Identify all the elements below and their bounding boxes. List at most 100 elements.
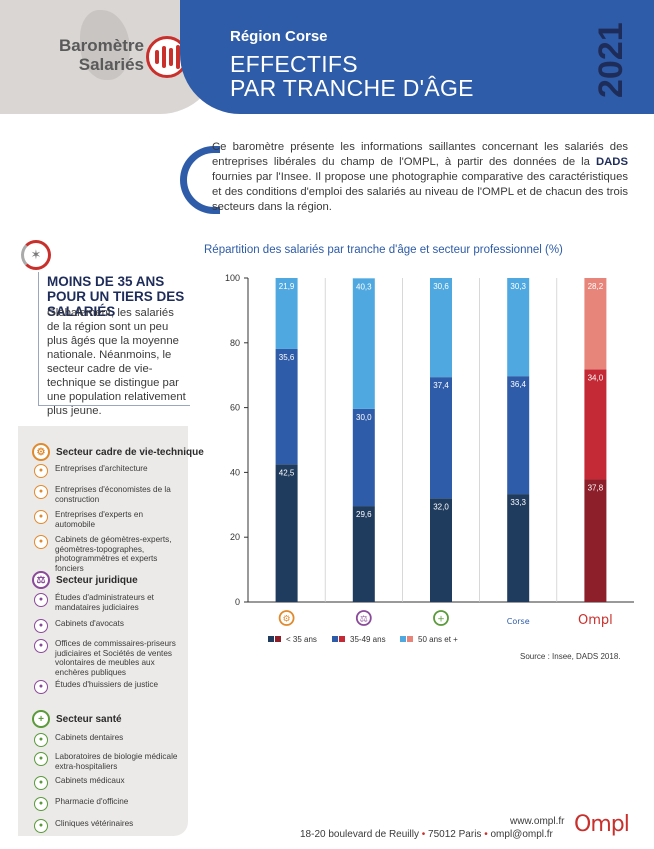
category-sector-icon	[433, 610, 449, 626]
corsica-map-silhouette	[80, 10, 130, 80]
profession-label: Études d'huissiers de justice	[55, 680, 159, 689]
bar-value-label: 35,6	[279, 353, 295, 362]
y-tick-label: 100	[225, 273, 240, 283]
profession-label: Études d'administrateurs et mandataires …	[55, 593, 154, 612]
bar-value-label: 42,5	[279, 468, 295, 477]
sector-icon: ⚙	[32, 443, 50, 461]
bar-segment	[430, 498, 452, 602]
title-line1: EFFECTIFS	[230, 51, 358, 77]
intro-paragraph: Ce baromètre présente les informations s…	[212, 140, 628, 215]
sector-item: ● Entreprises d'économistes de la constru…	[34, 485, 184, 504]
bar-value-label: 37,8	[588, 484, 604, 493]
profession-icon: ●	[34, 733, 48, 747]
profession-icon: ●	[34, 485, 48, 499]
profession-icon: ●	[34, 752, 48, 766]
year-label: 2021	[592, 22, 630, 98]
sector-item: ● Cabinets d'avocats	[34, 619, 184, 633]
profession-label: Cabinets dentaires	[55, 733, 124, 742]
profession-icon: ●	[34, 776, 48, 790]
logo-line1: Baromètre	[58, 36, 144, 55]
profession-label: Pharmacie d'officine	[55, 797, 129, 806]
profession-label: Offices de commissaires-priseurs judicia…	[55, 639, 176, 677]
barometre-logo-text: Baromètre Salariés	[52, 36, 144, 74]
sector-item: ● Études d'administrateurs et mandataires…	[34, 593, 184, 612]
sector-icon: +	[32, 710, 50, 728]
footer-email: ompl@ompl.fr	[490, 829, 553, 840]
profession-icon: ●	[34, 819, 48, 833]
footer-website: www.ompl.fr	[510, 816, 565, 827]
category-sector-icon	[278, 610, 295, 626]
sector-heading: + Secteur santé	[32, 710, 122, 728]
bar-segment	[507, 278, 530, 377]
sector-item: ● Cabinets médicaux	[34, 776, 184, 790]
footer-city: 75012 Paris	[428, 829, 482, 840]
footer-address: 18-20 boulevard de Reuilly • 75012 Paris…	[300, 829, 553, 840]
chart-svg: 0 20 40 60 80 100 42,5 35,6 21,9 ⚙ 29,6 30,0 40,3 ⚖ 32…	[225, 273, 634, 644]
y-tick-label: 60	[230, 403, 240, 413]
sector-label: Secteur juridique	[56, 574, 138, 586]
highlight-title: MOINS DE 35 ANS POUR UN TIERS DES SALARI…	[47, 274, 185, 319]
profession-icon: ●	[34, 593, 48, 607]
bar-value-label: 29,6	[356, 510, 372, 519]
bar-segment	[584, 479, 607, 602]
y-tick-label: 40	[230, 467, 240, 477]
bar-value-label: 30,3	[510, 282, 526, 291]
region-name: Région Corse	[230, 28, 328, 45]
bar-segment	[352, 278, 375, 409]
profession-label: Cabinets d'avocats	[55, 619, 124, 628]
bar-segment	[275, 464, 298, 602]
category-sector-glyph: +	[437, 615, 445, 625]
sector-heading: ⚙ Secteur cadre de vie-technique	[32, 443, 204, 461]
title-line2: PAR TRANCHE D'ÂGE	[230, 75, 474, 101]
bar-value-label: 30,6	[433, 282, 449, 291]
sector-item: ● Entreprises d'architecture	[34, 464, 184, 478]
legend-swatch	[332, 636, 338, 642]
bar-value-label: 28,2	[588, 282, 604, 291]
bar-value-label: 33,3	[510, 498, 526, 507]
bar-value-label: 30,0	[356, 413, 372, 422]
legend-label: 35-49 ans	[350, 635, 386, 644]
bar-segment	[275, 348, 298, 465]
legend-swatch-ompl	[275, 636, 281, 642]
profession-label: Cliniques vétérinaires	[55, 819, 134, 828]
x-category-label: Corse	[507, 617, 530, 626]
bar-value-label: 37,4	[433, 381, 449, 390]
profession-label: Entreprises d'experts en automobile	[55, 510, 144, 529]
ompl-logo: Ompl	[574, 812, 630, 837]
sector-icon: ⚖	[32, 571, 50, 589]
bar-segment	[275, 278, 298, 349]
profession-label: Entreprises d'architecture	[55, 464, 148, 473]
bar-value-label: 40,3	[356, 282, 372, 291]
bar-value-label: 34,0	[588, 373, 604, 382]
category-sector-glyph: ⚙	[283, 615, 291, 625]
bar-segment	[584, 369, 607, 480]
title-banner	[180, 0, 654, 114]
sector-item: ● Cabinets dentaires	[34, 733, 184, 747]
intro-text-2: fournies par l'Insee. Il propose une pho…	[212, 171, 628, 213]
sector-item: ● Entreprises d'experts en automobile	[34, 510, 184, 529]
intro-bracket	[180, 146, 220, 214]
profession-icon: ●	[34, 510, 48, 524]
lightbulb-icon: ✶	[21, 240, 51, 270]
profession-label: Cabinets de géomètres-experts, géomètres…	[55, 535, 172, 573]
profession-icon: ●	[34, 535, 48, 549]
bar-value-label: 36,4	[510, 380, 526, 389]
profession-icon: ●	[34, 619, 48, 633]
legend-swatch-ompl	[339, 636, 345, 642]
profession-icon: ●	[34, 464, 48, 478]
sector-item: ● Cliniques vétérinaires	[34, 819, 184, 833]
highlight-frame	[38, 272, 190, 406]
legend-label: < 35 ans	[286, 635, 317, 644]
legend-swatch-ompl	[407, 636, 413, 642]
chart-title: Répartition des salariés par tranche d'â…	[204, 244, 563, 256]
profession-icon: ●	[34, 680, 48, 694]
profession-label: Entreprises d'économistes de la construc…	[55, 485, 171, 504]
separator-dot: •	[484, 829, 488, 840]
sector-label: Secteur cadre de vie-technique	[56, 446, 204, 458]
bar-segment	[352, 408, 375, 507]
legend-label: 50 ans et +	[418, 635, 458, 644]
bar-segment	[584, 278, 607, 370]
page-header: Baromètre Salariés Région Corse EFFECTIF…	[0, 0, 654, 114]
legend-swatch	[268, 636, 274, 642]
footer-street: 18-20 boulevard de Reuilly	[300, 829, 419, 840]
